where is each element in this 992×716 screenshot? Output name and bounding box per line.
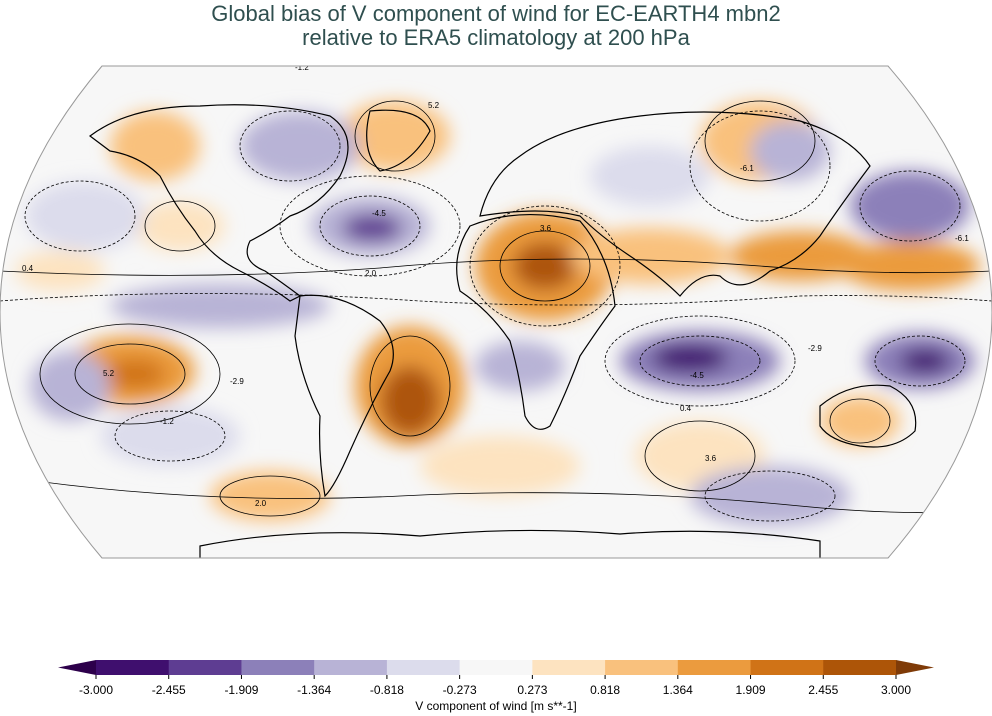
colorbar-segment [823, 660, 897, 675]
australia-coast [819, 384, 917, 448]
north-america-coast [88, 104, 349, 302]
colorbar-extend-high [896, 660, 934, 675]
contour-label: 3.6 [705, 454, 717, 463]
contour-label: -6.1 [955, 234, 969, 243]
contour-label: 5.2 [103, 369, 115, 378]
contour-label: -4.5 [690, 371, 704, 380]
eurasia-coast [479, 111, 871, 297]
colorbar-label: V component of wind [m s**-1] [415, 699, 577, 713]
colorbar-tick-label: 2.455 [808, 683, 838, 697]
contour-label: -1.2 [160, 417, 174, 426]
south-america-coast [294, 294, 394, 498]
map-title-line-1: Global bias of V component of wind for E… [211, 1, 781, 26]
colorbar-segment [241, 660, 315, 675]
colorbar-extend-low [58, 660, 96, 675]
colorbar-segments [58, 660, 934, 675]
contour-lines [0, 100, 992, 522]
colorbar-ticks: -3.000 -2.455 -1.909 -1.364 -0.818 -0.273 0.27… [79, 675, 911, 697]
colorbar-tick-label: -0.818 [370, 683, 404, 697]
contour-label: 3.6 [540, 224, 552, 233]
colorbar-segment [96, 660, 170, 675]
colorbar-segment [605, 660, 679, 675]
contour-label: -2.9 [808, 344, 822, 353]
coastlines [88, 104, 917, 558]
colorbar-tick-label: -1.909 [224, 683, 258, 697]
map-title-line-2: relative to ERA5 climatology at 200 hPa [302, 25, 690, 50]
antarctica-coast [199, 529, 821, 558]
colorbar-tick-label: 0.818 [590, 683, 620, 697]
colorbar-tick-label: 1.364 [663, 683, 693, 697]
colorbar-segment [750, 660, 824, 675]
colorbar-tick-label: -0.273 [443, 683, 477, 697]
contour-labels: -1.2 0.4 2.0 3.6 5.2 -2.9 -4.5 -6.1 -1.2… [22, 63, 969, 508]
colorbar-tick-label: 0.273 [517, 683, 547, 697]
contour-label: 2.0 [255, 499, 267, 508]
contour-label: -4.5 [372, 209, 386, 218]
contour-label: -1.2 [295, 63, 309, 72]
anomaly-field [15, 101, 980, 526]
colorbar-segment [314, 660, 388, 675]
contour-label: 5.2 [428, 101, 440, 110]
colorbar-tick-label: 1.909 [736, 683, 766, 697]
africa-coast [456, 213, 616, 430]
colorbar-segment [532, 660, 606, 675]
colorbar-segment [459, 660, 533, 675]
globe-outline [0, 65, 992, 559]
contour-label: -6.1 [740, 164, 754, 173]
colorbar-tick-label: -2.455 [152, 683, 186, 697]
contour-label: 0.4 [22, 264, 34, 273]
contour-label: 0.4 [680, 404, 692, 413]
colorbar-tick-label: -3.000 [79, 683, 113, 697]
colorbar-segment [677, 660, 752, 675]
colorbar-segment [386, 660, 461, 675]
colorbar-tick-label: 3.000 [881, 683, 911, 697]
contour-label: 2.0 [365, 269, 377, 278]
contour-label: -2.9 [230, 377, 244, 386]
greenland-coast [366, 109, 431, 172]
colorbar-tick-label: -1.364 [297, 683, 331, 697]
colorbar-segment [168, 660, 242, 675]
colorbar: -3.000 -2.455 -1.909 -1.364 -0.818 -0.273 0.27… [58, 660, 934, 697]
global-map: -1.2 0.4 2.0 3.6 5.2 -2.9 -4.5 -6.1 -1.2… [0, 63, 992, 559]
